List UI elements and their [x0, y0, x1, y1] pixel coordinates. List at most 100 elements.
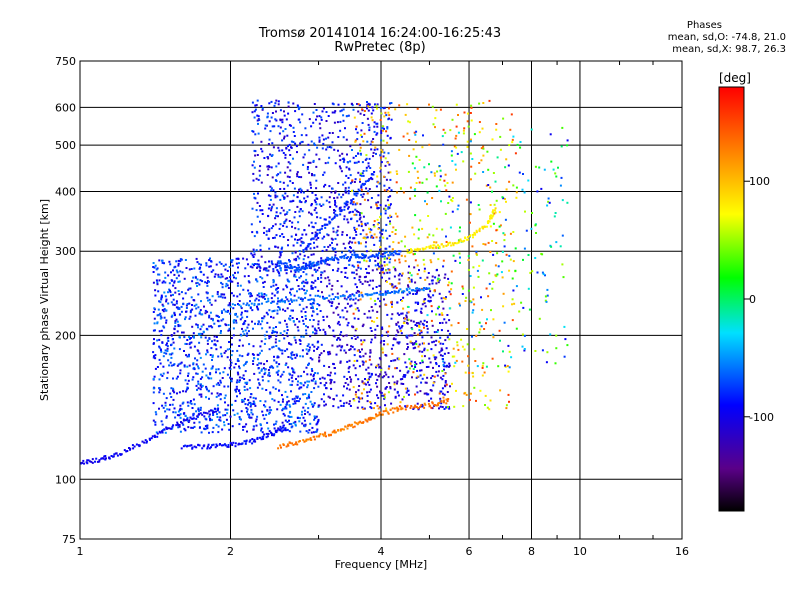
data-point	[204, 411, 207, 414]
data-point	[380, 367, 383, 370]
data-point	[352, 298, 355, 301]
data-point	[385, 409, 388, 412]
data-point	[219, 332, 222, 334]
data-point	[154, 423, 157, 426]
data-point	[305, 273, 308, 276]
data-point	[357, 171, 360, 174]
data-point	[429, 246, 432, 249]
data-point	[160, 296, 163, 299]
data-point	[184, 379, 187, 382]
data-point	[359, 281, 362, 284]
data-point	[306, 380, 309, 383]
data-point	[301, 242, 304, 245]
data-point	[232, 409, 235, 412]
data-point	[157, 290, 160, 293]
data-point	[209, 373, 212, 376]
data-point	[498, 211, 501, 214]
data-point	[384, 111, 387, 114]
data-point	[172, 269, 174, 272]
data-point	[282, 412, 285, 415]
data-point	[346, 257, 348, 260]
data-point	[367, 366, 370, 369]
data-point	[433, 174, 436, 177]
data-point	[384, 204, 387, 207]
data-point	[455, 103, 458, 106]
data-point	[339, 167, 342, 170]
data-point	[175, 424, 178, 427]
data-point	[176, 364, 179, 367]
data-point	[360, 129, 363, 132]
data-point	[394, 108, 397, 111]
data-point	[176, 375, 179, 378]
data-point	[487, 168, 490, 171]
data-point	[413, 342, 416, 345]
data-point	[236, 358, 239, 361]
data-point	[488, 99, 491, 102]
data-point	[360, 193, 363, 196]
data-point	[359, 143, 362, 146]
data-point	[345, 334, 348, 337]
data-point	[187, 379, 190, 382]
data-point	[289, 288, 292, 291]
data-point	[294, 443, 297, 446]
data-point	[228, 348, 231, 350]
data-point	[284, 349, 287, 352]
data-point	[195, 257, 198, 260]
data-point	[349, 405, 352, 407]
data-point	[358, 261, 361, 264]
data-point	[356, 261, 359, 264]
data-point	[454, 361, 457, 364]
data-point	[482, 227, 485, 230]
data-point	[527, 287, 530, 290]
data-point	[401, 407, 404, 410]
data-point	[501, 250, 504, 253]
data-point	[259, 400, 262, 402]
data-point	[236, 379, 239, 382]
data-point	[425, 178, 428, 181]
data-point	[288, 430, 291, 433]
data-point	[354, 338, 357, 340]
data-point	[308, 429, 311, 432]
data-point	[383, 257, 386, 260]
data-point	[298, 303, 301, 306]
data-point	[165, 300, 168, 303]
data-point	[308, 413, 311, 416]
data-point	[470, 165, 473, 168]
data-point	[376, 291, 378, 294]
data-point	[188, 419, 191, 422]
data-point	[255, 424, 258, 427]
data-point	[159, 312, 162, 315]
data-point	[371, 416, 374, 419]
data-point	[538, 317, 541, 320]
data-point	[412, 253, 415, 256]
data-point	[268, 335, 271, 337]
data-point	[266, 435, 269, 438]
data-point	[342, 183, 345, 186]
data-point	[223, 351, 226, 354]
data-point	[289, 180, 292, 183]
data-point	[153, 434, 156, 437]
data-point	[369, 327, 372, 330]
data-point	[504, 366, 507, 368]
data-point	[362, 341, 365, 344]
data-point	[415, 309, 418, 312]
data-point	[313, 144, 316, 146]
data-point	[442, 307, 445, 310]
data-point	[330, 191, 333, 194]
data-point	[482, 171, 485, 173]
data-point	[174, 314, 176, 317]
data-point	[289, 410, 292, 413]
data-point	[238, 300, 241, 302]
data-point	[352, 426, 355, 429]
data-point	[544, 295, 547, 298]
data-point	[353, 254, 356, 257]
data-point	[381, 268, 384, 271]
data-point	[356, 192, 359, 195]
data-point	[272, 189, 275, 192]
data-point	[376, 404, 379, 407]
data-point	[227, 287, 230, 289]
data-point	[219, 372, 221, 375]
data-point	[310, 221, 313, 224]
data-point	[279, 375, 282, 378]
data-point	[261, 431, 264, 434]
